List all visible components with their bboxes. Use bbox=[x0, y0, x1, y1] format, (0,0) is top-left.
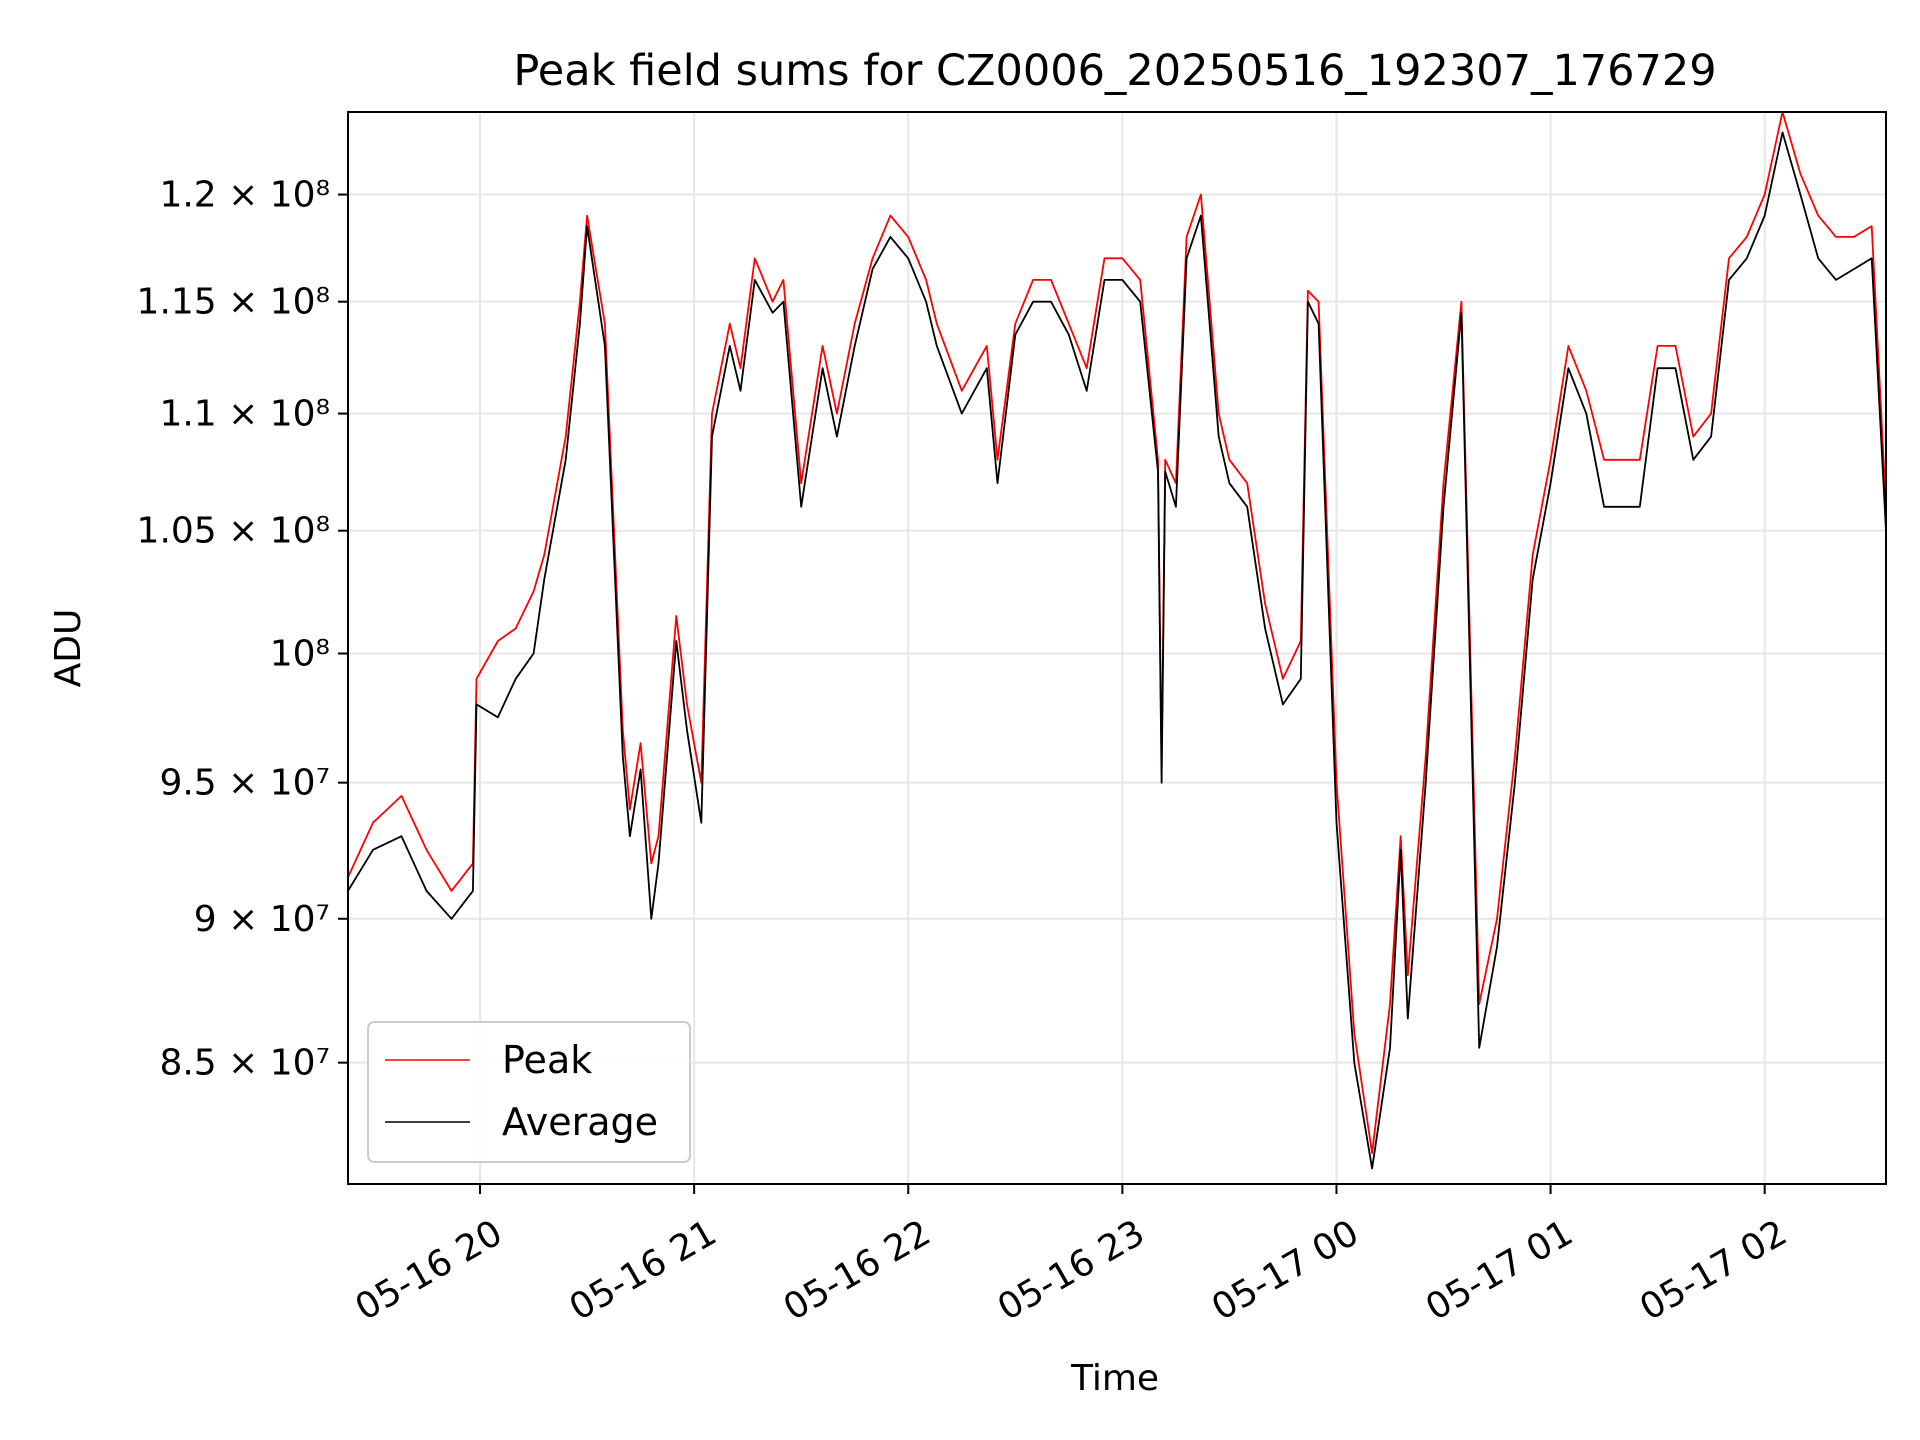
y-tick-label: 9.5 × 10⁷ bbox=[159, 763, 330, 804]
legend: Peak Average bbox=[367, 1021, 691, 1163]
series-layer bbox=[347, 111, 1887, 1170]
legend-label-peak: Peak bbox=[502, 1038, 592, 1082]
x-axis-label: Time bbox=[1070, 1358, 1159, 1399]
y-axis: 8.5 × 10⁷ 9 × 10⁷ 9.5 × 10⁷ 10⁸ 1.05 × 10⁸ 1.… bbox=[137, 175, 348, 1084]
series-line-average bbox=[347, 131, 1887, 1170]
series-line-peak bbox=[347, 111, 1887, 1154]
y-tick-label: 1.2 × 10⁸ bbox=[159, 175, 330, 216]
y-tick-label: 1.05 × 10⁸ bbox=[137, 511, 330, 552]
legend-label-average: Average bbox=[502, 1100, 658, 1144]
y-tick-label: 10⁸ bbox=[270, 634, 330, 675]
y-tick-label: 8.5 × 10⁷ bbox=[159, 1043, 330, 1084]
y-tick-label: 9 × 10⁷ bbox=[194, 899, 330, 940]
chart-title: Peak field sums for CZ0006_20250516_1923… bbox=[513, 46, 1716, 96]
y-axis-label: ADU bbox=[48, 609, 89, 688]
y-tick-label: 1.1 × 10⁸ bbox=[159, 394, 330, 435]
plot-frame bbox=[347, 111, 1887, 1185]
grid bbox=[348, 112, 1886, 1184]
legend-box bbox=[367, 1021, 691, 1163]
y-tick-label: 1.15 × 10⁸ bbox=[137, 282, 330, 323]
